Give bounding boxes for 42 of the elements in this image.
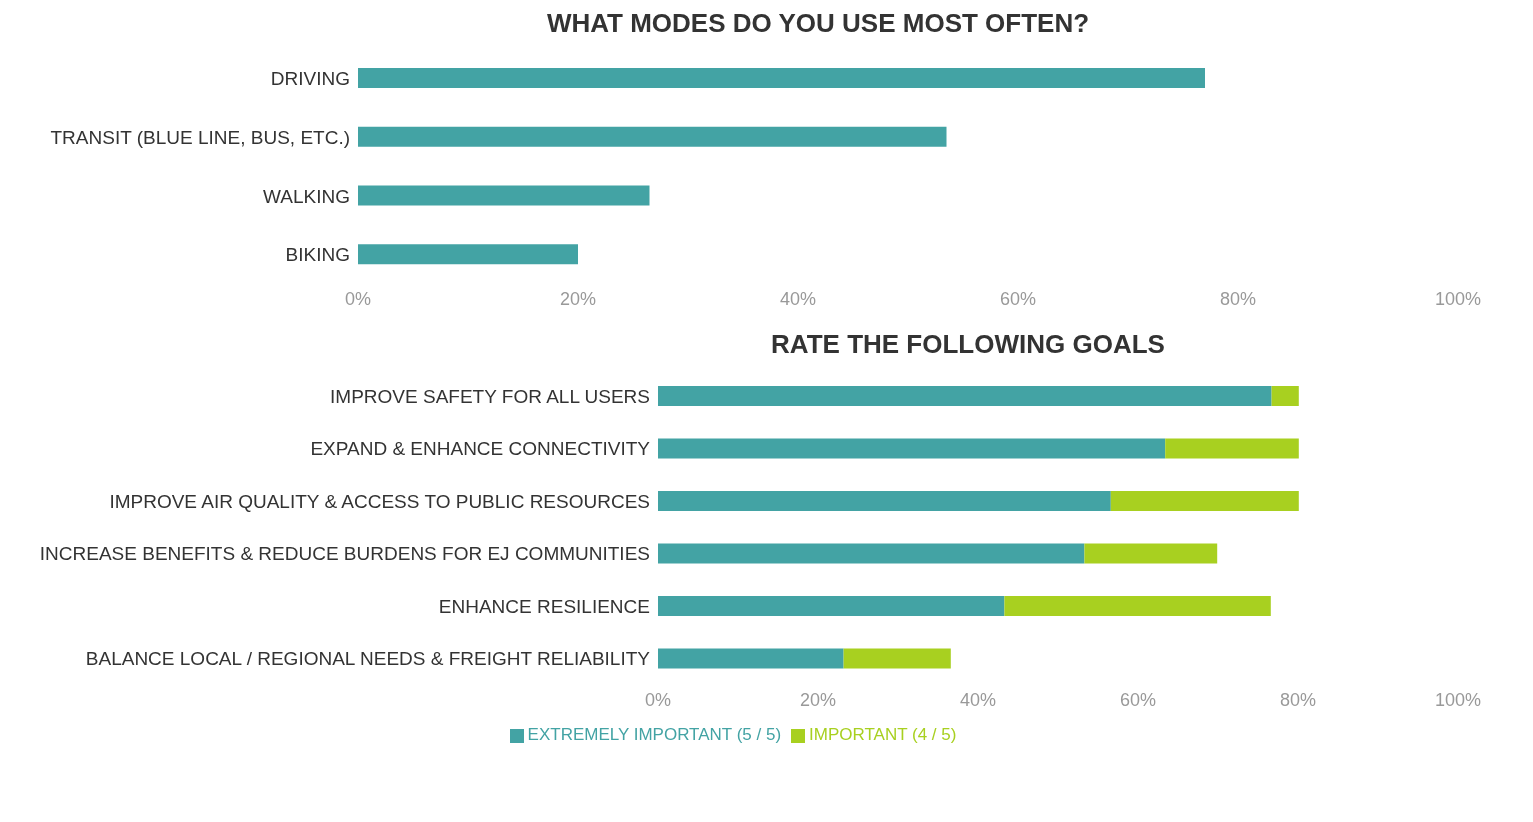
bar xyxy=(358,244,578,265)
y-tick-label: ENHANCE RESILIENCE xyxy=(438,595,650,617)
bar xyxy=(658,596,1005,616)
bar xyxy=(658,491,1111,511)
bar xyxy=(658,438,1166,459)
y-tick-label: INCREASE BENEFITS & REDUCE BURDENS FOR EJ COMMUNITIES xyxy=(39,543,650,565)
x-tick-label: 100% xyxy=(1434,689,1482,710)
bar xyxy=(1165,438,1299,459)
bar xyxy=(1004,596,1271,616)
y-tick-label: IMPROVE SAFETY FOR ALL USERS xyxy=(330,385,650,407)
bar xyxy=(1084,543,1218,564)
bar xyxy=(358,185,650,206)
chart-title: WHAT MODES DO YOU USE MOST OFTEN? xyxy=(545,8,1091,39)
x-tick-label: 80% xyxy=(1219,288,1257,309)
x-tick-label: 20% xyxy=(559,288,597,309)
x-tick-label: 100% xyxy=(1434,288,1482,309)
legend-label: IMPORTANT (4 / 5) xyxy=(809,725,957,744)
x-tick-label: 40% xyxy=(959,689,997,710)
x-tick-label: 0% xyxy=(644,689,672,710)
bar xyxy=(658,386,1272,406)
x-tick-label: 40% xyxy=(779,288,817,309)
x-tick-label: 0% xyxy=(344,288,372,309)
x-tick-label: 60% xyxy=(999,288,1037,309)
bar xyxy=(1110,491,1299,511)
x-tick-label: 60% xyxy=(1119,689,1157,710)
y-tick-label: BIKING xyxy=(285,244,350,266)
x-tick-label: 20% xyxy=(799,689,837,710)
bar xyxy=(658,648,844,669)
bar xyxy=(358,68,1205,88)
y-tick-label: DRIVING xyxy=(270,68,350,90)
y-tick-label: BALANCE LOCAL / REGIONAL NEEDS & FREIGHT RELIABILITY xyxy=(85,648,651,670)
y-tick-label: TRANSIT (BLUE LINE, BUS, ETC.) xyxy=(50,126,350,148)
bar xyxy=(1271,386,1299,406)
x-tick-label: 80% xyxy=(1279,689,1317,710)
y-tick-label: IMPROVE AIR QUALITY & ACCESS TO PUBLIC RESOURCES xyxy=(109,490,650,512)
bar xyxy=(358,126,947,147)
y-tick-label: WALKING xyxy=(263,185,350,207)
bar xyxy=(843,648,951,669)
bar xyxy=(658,543,1085,564)
legend-label: EXTREMELY IMPORTANT (5 / 5) xyxy=(527,725,782,744)
y-tick-label: EXPAND & ENHANCE CONNECTIVITY xyxy=(310,438,651,460)
chart-title: RATE THE FOLLOWING GOALS xyxy=(770,329,1166,360)
